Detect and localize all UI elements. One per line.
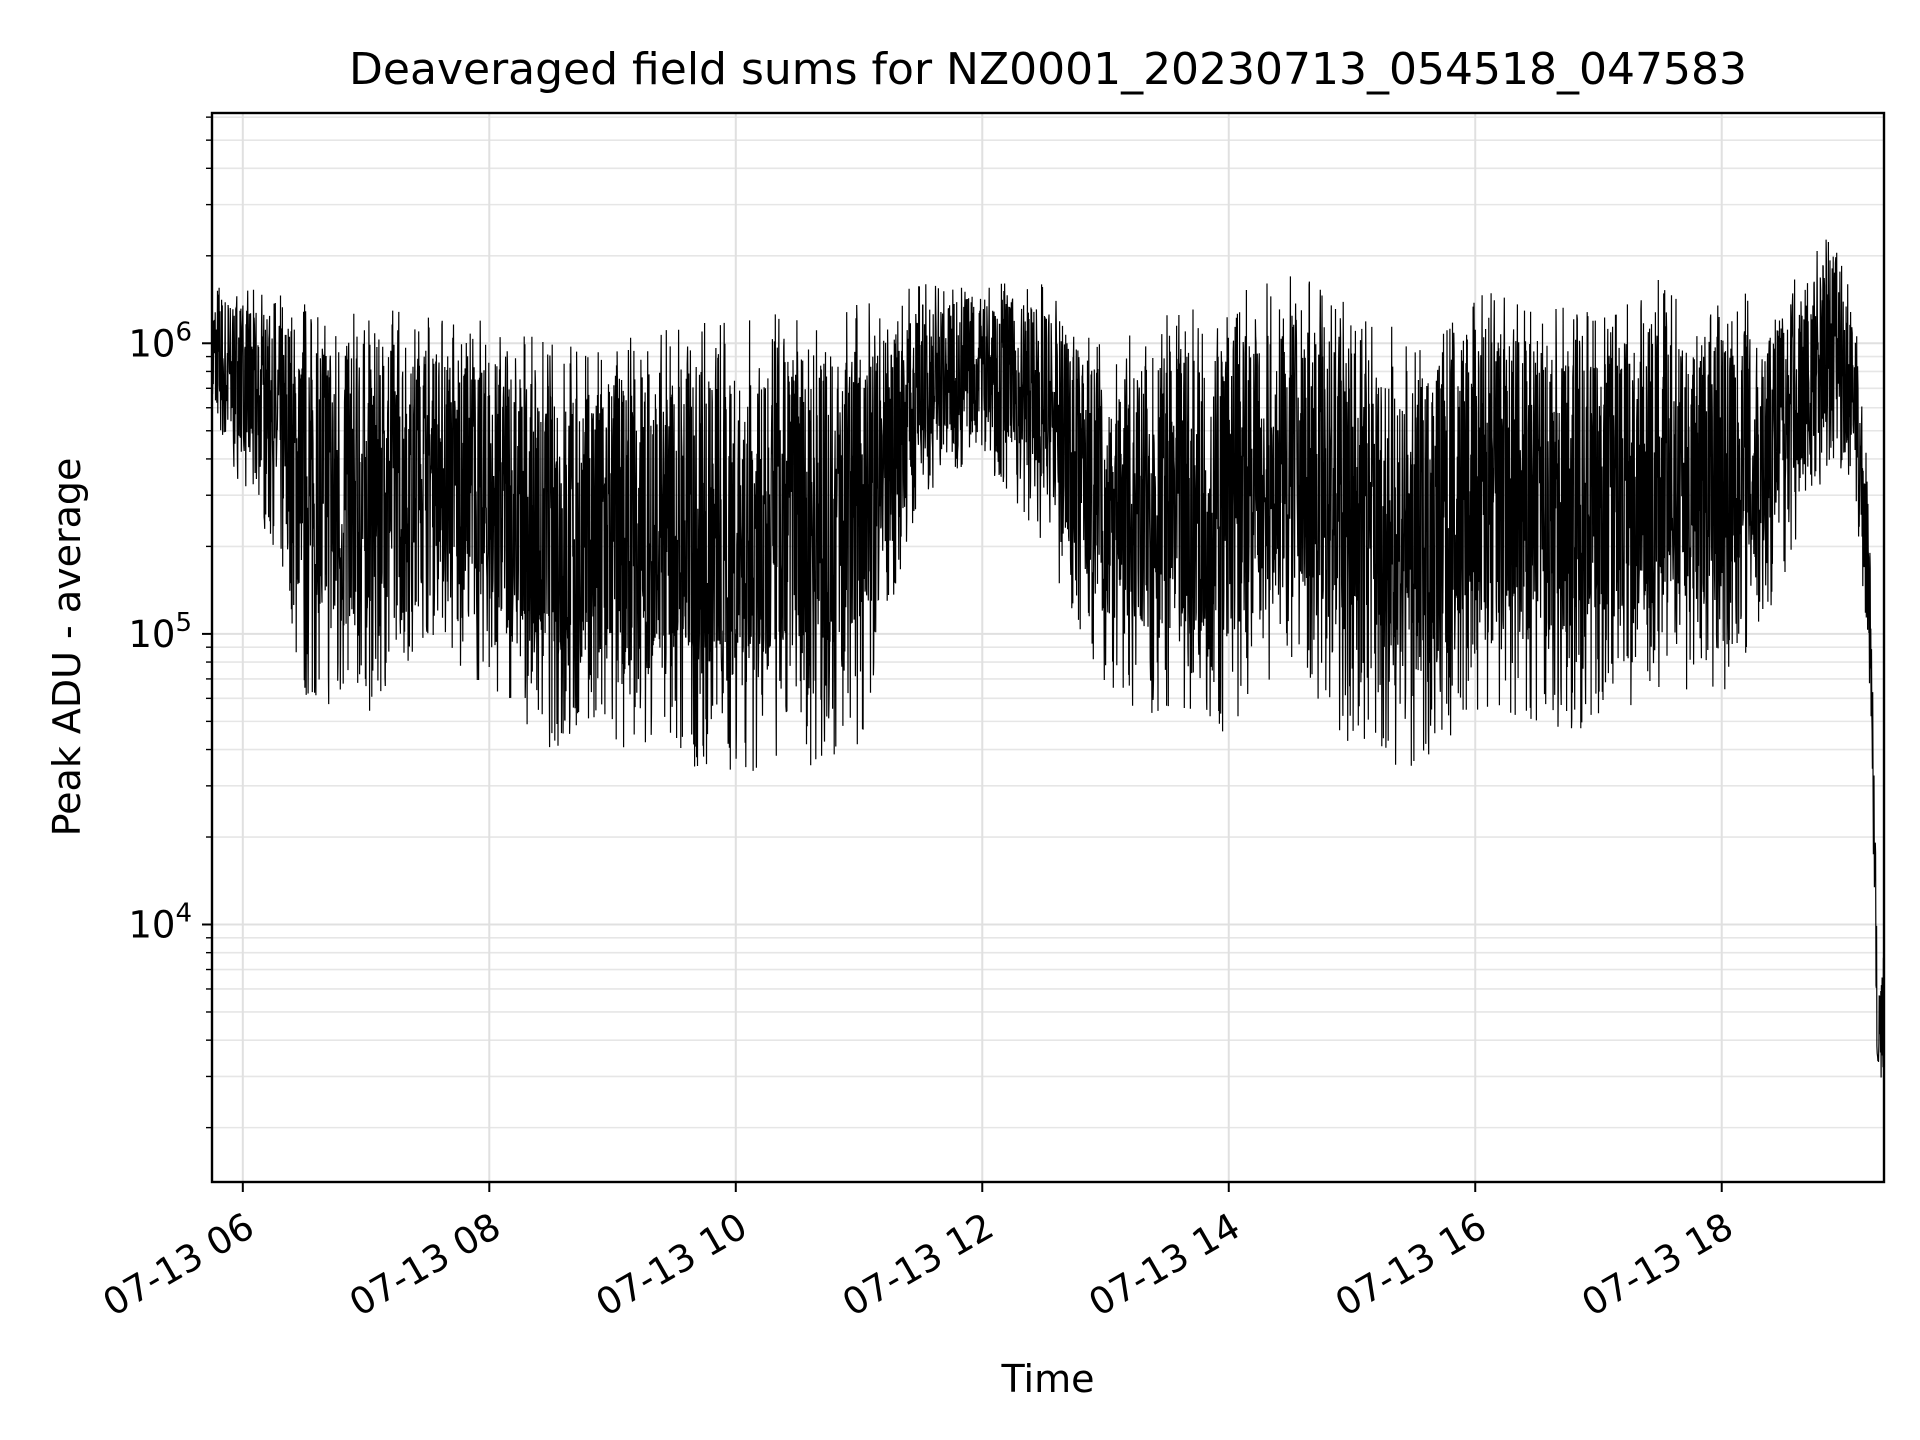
series-line bbox=[211, 239, 1885, 1078]
chart-title: Deaveraged field sums for NZ0001_2023071… bbox=[349, 44, 1747, 95]
y-axis: 104 105 106 bbox=[128, 116, 212, 1129]
y-tick-label: 105 bbox=[128, 608, 192, 656]
x-axis-label: Time bbox=[1001, 1357, 1095, 1401]
y-tick-label: 106 bbox=[128, 317, 192, 365]
series-layer bbox=[211, 239, 1885, 1078]
y-tick-label: 104 bbox=[128, 899, 192, 947]
y-axis-label: Peak ADU - average bbox=[45, 458, 89, 837]
